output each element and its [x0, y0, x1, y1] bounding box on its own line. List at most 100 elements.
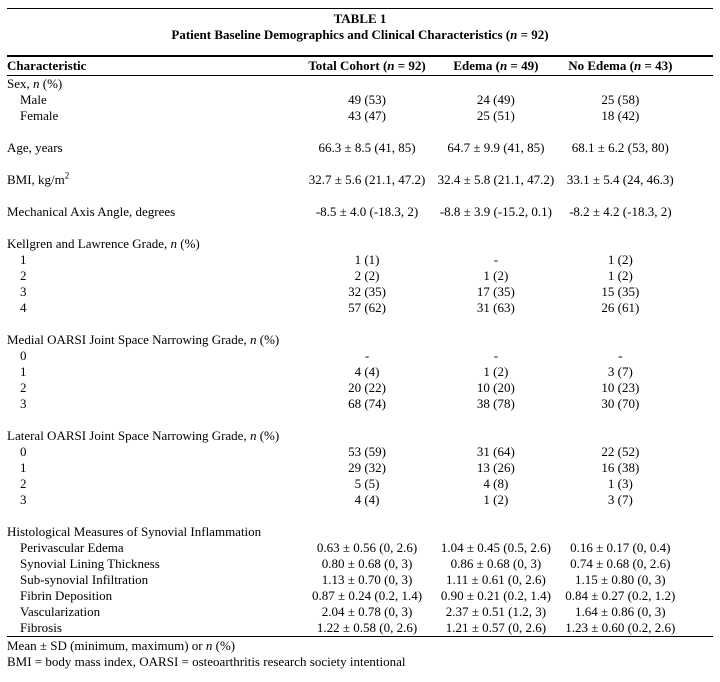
- cell-value: 68.1 ± 6.2 (53, 80): [571, 140, 669, 155]
- cell-value: 18 (42): [601, 108, 640, 123]
- row-label: Perivascular Edema: [7, 540, 300, 556]
- cell-value: 64.7 ± 9.9 (41, 85): [447, 140, 545, 155]
- cell-value: 0.80 ± 0.68 (0, 3): [321, 556, 413, 571]
- row-label-part: 2: [20, 268, 27, 283]
- cell-value: 33.1 ± 5.4 (24, 46.3): [566, 172, 674, 187]
- row-label-part: n: [249, 332, 257, 347]
- table-row: 2 20 (22) 10 (20) 10 (23): [7, 380, 713, 396]
- row-label-part: Fibrin Deposition: [20, 588, 113, 603]
- cell-value: -8.5 ± 4.0 (-18.3, 2): [315, 204, 419, 219]
- row-label-part: BMI, kg/m: [7, 172, 65, 187]
- table-caption-pre: Patient Baseline Demographics and Clinic…: [171, 27, 511, 42]
- section-header-row: Lateral OARSI Joint Space Narrowing Grad…: [7, 428, 713, 444]
- row-label-part: Sub-synovial Infiltration: [20, 572, 149, 587]
- row-label-part: Lateral OARSI Joint Space Narrowing Grad…: [7, 428, 250, 443]
- table-caption: Patient Baseline Demographics and Clinic…: [7, 27, 713, 43]
- row-label-part: 2: [20, 476, 27, 491]
- row-label: Mechanical Axis Angle, degrees: [7, 204, 300, 220]
- header-n: n: [499, 58, 508, 73]
- row-label-part: n: [249, 428, 257, 443]
- cell-value: 10 (20): [476, 380, 515, 395]
- section-header-row: Medial OARSI Joint Space Narrowing Grade…: [7, 332, 713, 348]
- table-row: 2 2 (2) 1 (2) 1 (2): [7, 268, 713, 284]
- table-row: 1 29 (32) 13 (26) 16 (38): [7, 460, 713, 476]
- cell-value: 4 (4): [354, 364, 380, 379]
- cell-value: 32 (35): [348, 284, 386, 299]
- cell-value: 3 (7): [607, 364, 633, 379]
- cell-value: 53 (59): [348, 444, 386, 459]
- table-caption-post: = 92): [517, 27, 549, 42]
- row-label: Kellgren and Lawrence Grade, n (%): [7, 236, 713, 252]
- row-label: Synovial Lining Thickness: [7, 556, 300, 572]
- spacer-cell: [7, 508, 713, 524]
- section-header-row: Sex, n (%): [7, 76, 713, 93]
- row-label-part: (%): [256, 428, 280, 443]
- row-label: 3: [7, 284, 300, 300]
- cell-value: 0.87 ± 0.24 (0.2, 1.4): [312, 588, 423, 603]
- cell-value: 68 (74): [348, 396, 386, 411]
- footnote: Mean ± SD (minimum, maximum) or n (%): [7, 638, 713, 654]
- cell-value: 2 (2): [354, 268, 380, 283]
- row-label-part: 0: [20, 348, 27, 363]
- cell-value: 4 (8): [483, 476, 509, 491]
- row-label: 1: [7, 252, 300, 268]
- row-label: Female: [7, 108, 300, 124]
- cell-value: 1.13 ± 0.70 (0, 3): [321, 572, 413, 587]
- spacer-row: [7, 508, 713, 524]
- row-label-part: 4: [20, 300, 27, 315]
- section-header-row: Histological Measures of Synovial Inflam…: [7, 524, 713, 540]
- cell-value: 43 (47): [348, 108, 386, 123]
- cell-value: 30 (70): [601, 396, 640, 411]
- cell-value: 0.74 ± 0.68 (0, 2.6): [570, 556, 671, 571]
- row-label-part: (%): [256, 332, 280, 347]
- row-label: Sub-synovial Infiltration: [7, 572, 300, 588]
- row-label-part: 2: [64, 170, 70, 181]
- table-row: Fibrin Deposition 0.87 ± 0.24 (0.2, 1.4) 0…: [7, 588, 713, 604]
- row-label-part: Fibrosis: [20, 620, 62, 635]
- spacer-row: [7, 156, 713, 172]
- spacer-row: [7, 220, 713, 236]
- table-row: 0 53 (59) 31 (64) 22 (52): [7, 444, 713, 460]
- footnote: BMI = body mass index, OARSI = osteoarth…: [7, 654, 713, 670]
- cell-value: 24 (49): [476, 92, 515, 107]
- cell-value: 3 (7): [607, 492, 633, 507]
- cell-value: 0.86 ± 0.68 (0, 3): [450, 556, 542, 571]
- footnote-part: Mean ± SD (minimum, maximum) or: [7, 638, 206, 653]
- table-row: Fibrosis 1.22 ± 0.58 (0, 2.6) 1.21 ± 0.57 …: [7, 620, 713, 637]
- spacer-cell: [7, 316, 713, 332]
- header-text: = 92): [394, 58, 426, 73]
- row-label: Histological Measures of Synovial Inflam…: [7, 524, 713, 540]
- row-label: 2: [7, 476, 300, 492]
- cell-value: 1.23 ± 0.60 (0.2, 2.6): [565, 620, 676, 635]
- cell-value: 1.64 ± 0.86 (0, 3): [575, 604, 666, 619]
- row-label: BMI, kg/m2: [7, 170, 300, 188]
- cell-value: 49 (53): [348, 92, 386, 107]
- cell-value: -: [618, 348, 623, 363]
- cell-value: 0.63 ± 0.56 (0, 2.6): [316, 540, 418, 555]
- header-text: Total Cohort (: [308, 58, 388, 73]
- table-row: Vascularization 2.04 ± 0.78 (0, 3) 2.37 ± …: [7, 604, 713, 620]
- cell-value: 25 (51): [476, 108, 515, 123]
- cell-value: 17 (35): [476, 284, 515, 299]
- row-label: 0: [7, 444, 300, 460]
- cell-value: 20 (22): [348, 380, 386, 395]
- spacer-cell: [7, 412, 713, 428]
- table-row: 0 - - -: [7, 348, 713, 364]
- spacer-cell: [7, 124, 713, 140]
- spacer-row: [7, 412, 713, 428]
- row-label-part: Mechanical Axis Angle, degrees: [7, 204, 176, 219]
- header-text: No Edema (: [568, 58, 634, 73]
- table-body: Sex, n (%) Male 49 (53) 24 (49) 25 (58) Femal…: [7, 76, 713, 637]
- cell-value: 57 (62): [348, 300, 386, 315]
- spacer-cell: [7, 156, 713, 172]
- row-label-part: 1: [20, 364, 27, 379]
- header-text: Edema (: [453, 58, 500, 73]
- spacer-row: [7, 188, 713, 204]
- table-title-block: TABLE 1 Patient Baseline Demographics an…: [7, 8, 713, 43]
- table-row: 2 5 (5) 4 (8) 1 (3): [7, 476, 713, 492]
- cell-value: 1 (2): [483, 364, 509, 379]
- cell-value: 1 (1): [354, 252, 380, 267]
- cell-value: 25 (58): [601, 92, 640, 107]
- table-row: Synovial Lining Thickness 0.80 ± 0.68 (0,…: [7, 556, 713, 572]
